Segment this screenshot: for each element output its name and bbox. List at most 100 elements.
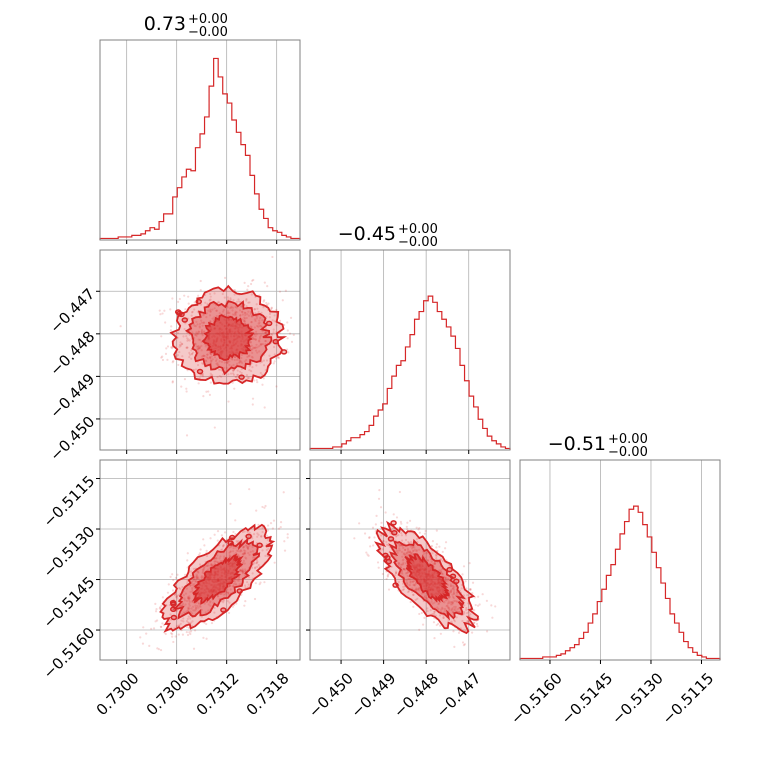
panel-0-1-point: [255, 378, 258, 382]
panel-0-1-point: [240, 360, 243, 363]
panel-0-1-point: [259, 324, 263, 328]
panel-0-1-point: [226, 311, 229, 315]
panel-0-1-point: [188, 339, 191, 342]
panel-0-1-point: [244, 322, 247, 325]
panel-1-2-point: [448, 608, 451, 611]
hist-1-frame: [309, 249, 511, 451]
panel-1-2-point: [402, 561, 405, 564]
panel-0-2-point: [279, 526, 282, 529]
panel-0-1-point: [262, 359, 265, 362]
panel-1-2-point: [388, 568, 391, 571]
panel-0-2-point: [191, 580, 194, 583]
param-1-title-minus: −0.00: [398, 235, 438, 250]
panel-0-2-point: [261, 549, 264, 552]
panel-1-2-point: [454, 607, 457, 610]
panel-0-1-point: [205, 360, 208, 363]
panel-0-2-point: [189, 630, 193, 633]
panel-1-2-point: [449, 583, 452, 586]
panel-0-1-point: [200, 328, 204, 332]
panel-0-1-point: [208, 356, 212, 359]
panel-1-2-point: [431, 552, 434, 555]
panel-1-2-point: [447, 595, 450, 599]
panel-0-2-point: [184, 603, 187, 606]
panel-0-1-point: [281, 299, 284, 302]
panel-0-2-point: [213, 557, 217, 560]
panel-0-1-point: [263, 299, 266, 302]
panel-0-2-point: [205, 564, 209, 568]
xlabel-param-0-tick-3: 0.7318: [243, 669, 293, 719]
panel-0-1-point: [227, 298, 230, 301]
panel-0-2-point: [187, 596, 190, 600]
panel-0-1-point: [195, 345, 198, 348]
panel-1-2-point: [429, 609, 432, 612]
panel-0-1-point: [179, 341, 182, 344]
panel-0-2-point: [184, 592, 188, 595]
panel-1-2-point: [469, 613, 472, 616]
panel-0-2-point: [176, 573, 179, 576]
panel-0-2-point: [185, 587, 188, 590]
panel-0-1-point: [226, 306, 229, 309]
panel-1-2-point: [454, 605, 457, 608]
panel-0-2-point: [242, 545, 245, 549]
panel-0-1-point: [209, 298, 212, 301]
hist-2-frame: [519, 459, 721, 661]
panel-1-2-point: [438, 614, 442, 617]
panel-0-1-point: [220, 375, 223, 378]
panel-0-1-point: [230, 306, 233, 309]
panel-1-2-point: [415, 587, 418, 590]
panel-1-2-point: [402, 585, 405, 588]
panel-0-2-point: [241, 569, 244, 572]
panel-0-1-point: [209, 320, 212, 323]
panel-0-2-point: [260, 535, 263, 538]
panel-0-1-point: [273, 314, 276, 317]
panel-0-1-point: [245, 305, 248, 308]
panel-0-2-point: [217, 595, 220, 598]
panel-0-2-point: [283, 549, 287, 552]
panel-0-2-point: [167, 583, 170, 586]
panel-1-2-point: [394, 571, 398, 575]
panel-1-2-point: [430, 600, 433, 603]
panel-0-1-point: [197, 330, 200, 333]
panel-1-2-point: [407, 589, 410, 593]
panel-1-2-point: [470, 631, 474, 634]
panel-0-1-point: [231, 309, 234, 312]
panel-0-1-point: [301, 353, 303, 355]
panel-0-1-point: [250, 355, 253, 358]
panel-0-1-point: [196, 347, 199, 350]
panel-0-1-point: [234, 313, 237, 316]
panel-0-2-contour-outer: [192, 553, 244, 605]
panel-1-2-contour-outer: [404, 553, 451, 603]
panel-0-1-point: [192, 368, 196, 372]
panel-0-1-point: [200, 330, 203, 333]
panel-0-1-point: [235, 375, 238, 379]
panel-1-2-point: [451, 603, 454, 606]
panel-0-2-point: [249, 550, 252, 553]
panel-1-2-point: [407, 590, 410, 594]
panel-0-1-point: [228, 363, 231, 366]
panel-0-1-point: [250, 314, 253, 318]
panel-0-2-point: [161, 622, 164, 625]
panel-0-1-point: [208, 393, 212, 396]
panel-0-2-point: [228, 584, 231, 587]
panel-0-2-point: [202, 636, 205, 639]
panel-1-2-point: [404, 554, 407, 557]
panel-0-2-point: [228, 546, 231, 549]
panel-1-2-point: [406, 528, 409, 531]
panel-0-1-point: [247, 285, 250, 288]
panel-0-1-point: [236, 362, 239, 365]
panel-0-2-point: [190, 574, 193, 577]
panel-1-2-contour-island: [384, 554, 391, 561]
panel-0-1-point: [219, 368, 222, 371]
panel-0-1-point: [198, 326, 201, 329]
panel-0-1-point: [259, 316, 262, 320]
panel-1-2-point: [426, 607, 429, 610]
panel-1-2-point: [462, 599, 465, 602]
panel-0-2-point: [231, 585, 235, 588]
panel-1-2-point: [435, 529, 438, 532]
panel-0-1-point: [305, 341, 307, 343]
xlabel-param-1-tick-0: −0.450: [305, 669, 357, 721]
panel-0-2-point: [247, 583, 250, 586]
panel-0-2-point: [222, 601, 225, 604]
panel-0-1-point: [254, 338, 257, 341]
panel-0-1-point: [240, 310, 244, 314]
